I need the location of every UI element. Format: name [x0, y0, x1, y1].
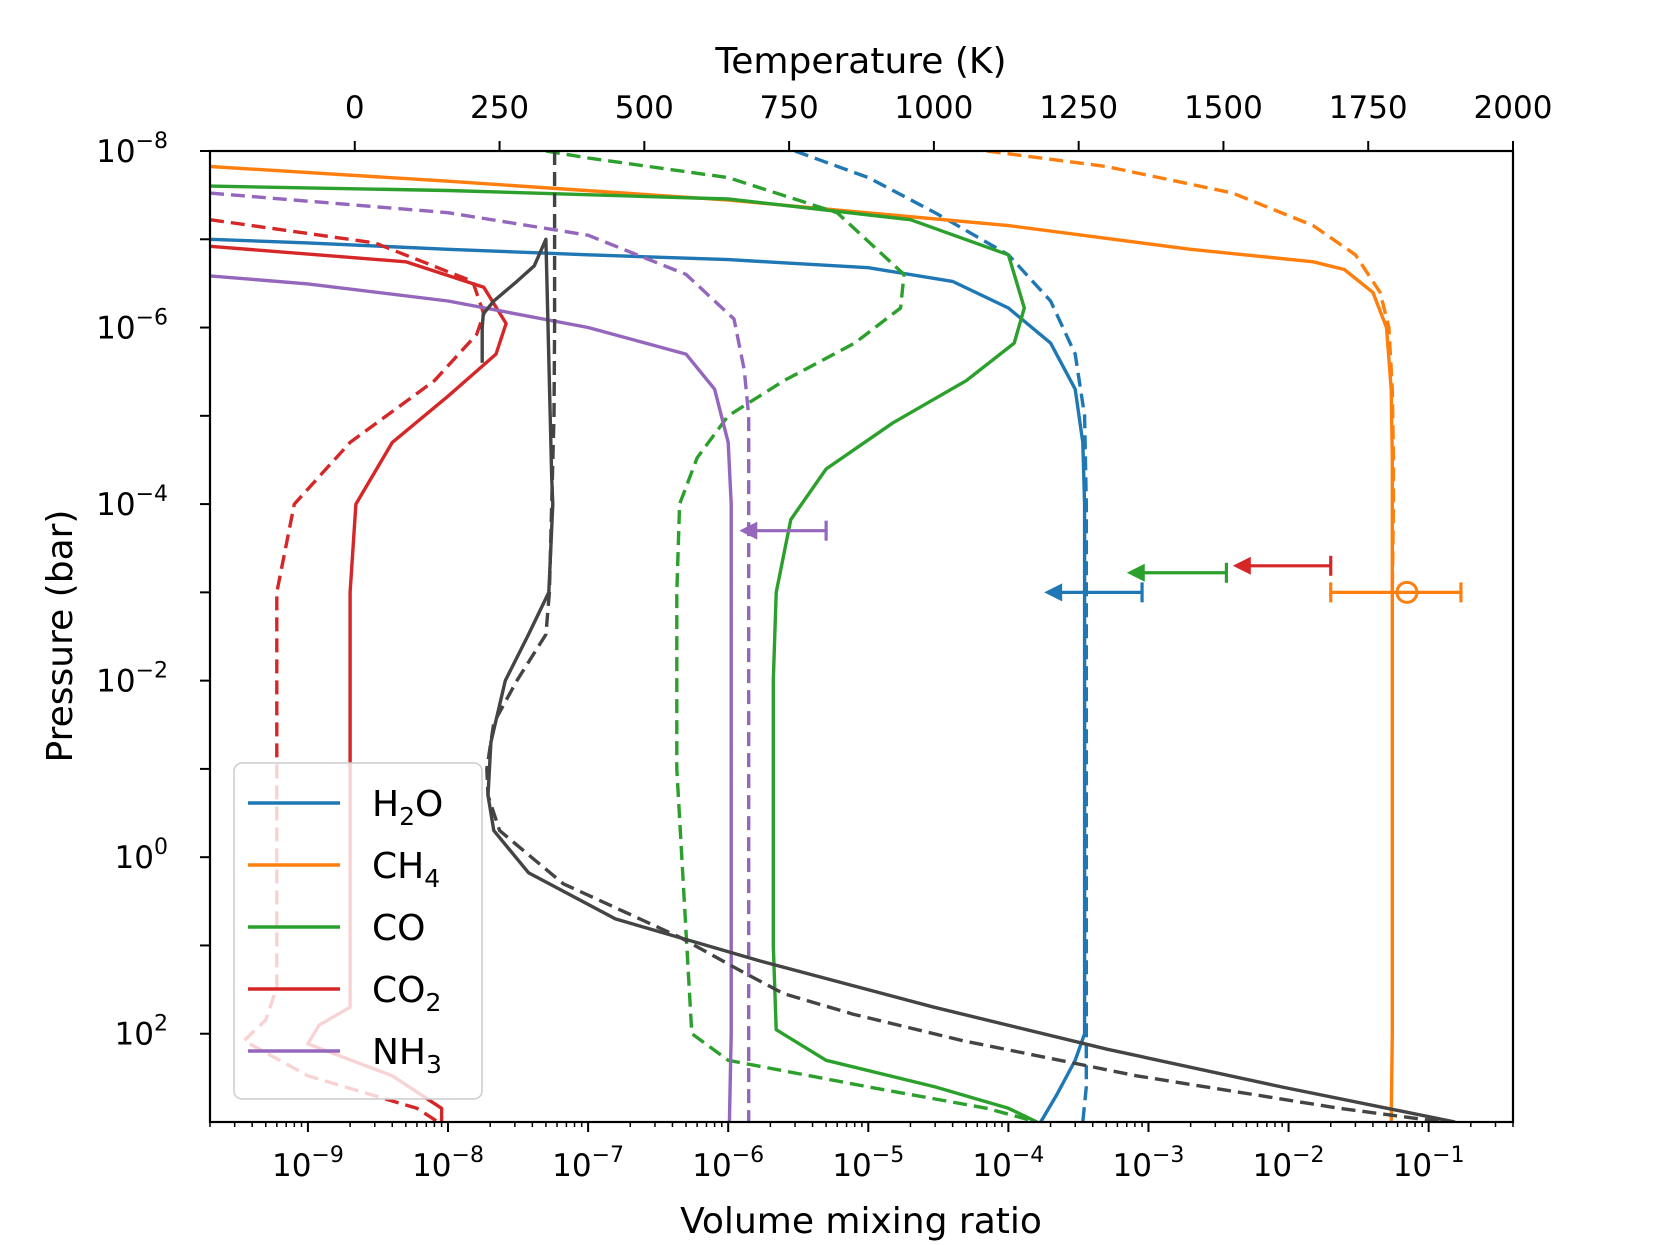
NH3-upper-limit-arrowhead [739, 521, 758, 540]
x-tick-label: 10−9 [272, 1143, 344, 1184]
y-tick-label: 10−4 [96, 482, 168, 523]
legend-label-h2o: H2O [372, 784, 443, 831]
legend-label-nh3: NH3 [372, 1032, 442, 1079]
x-tick-label: 10−4 [972, 1143, 1044, 1184]
top-tick-label: 1750 [1329, 90, 1408, 126]
legend-label-ch4: CH4 [372, 846, 440, 893]
top-tick-label: 500 [615, 90, 674, 126]
constraint-markers [739, 520, 1463, 604]
x-tick-label: 10−2 [1253, 1143, 1325, 1184]
x-tick-label: 10−7 [552, 1143, 624, 1184]
y-axis-title: Pressure (bar) [40, 510, 81, 763]
x-tick-label: 10−6 [692, 1143, 764, 1184]
series-h2o-dashed [794, 151, 1089, 1122]
top-axis-ticks: 0 250 500 750 1000 1250 1500 1750 2000 [345, 90, 1553, 151]
legend-label-co2: CO2 [372, 970, 441, 1017]
y-tick-label: 10−2 [96, 659, 168, 700]
series-co-solid [210, 184, 1038, 1122]
top-tick-label: 1250 [1039, 90, 1118, 126]
series-ch4-dashed [986, 151, 1396, 593]
top-tick-label: 1000 [894, 90, 973, 126]
x-axis-title: Volume mixing ratio [680, 1201, 1042, 1242]
x-tick-label: 10−3 [1113, 1143, 1185, 1184]
x-tick-label: 10−1 [1393, 1143, 1465, 1184]
T-profile-dashed [485, 151, 1444, 1122]
legend: H2O CH4 CO CO2 NH3 [233, 762, 483, 1100]
x-tick-label: 10−8 [412, 1143, 484, 1184]
H2O-upper-limit-arrowhead [1044, 583, 1063, 602]
CO2-upper-limit-arrowhead [1232, 556, 1251, 575]
top-tick-label: 0 [345, 90, 365, 126]
bottom-axis-ticks: 10−9 10−8 10−7 10−6 10−5 10−4 10−3 10−2 10−1 [209, 1122, 1514, 1184]
legend-label-co: CO [372, 908, 425, 949]
legend-box [233, 762, 483, 1100]
top-tick-label: 2000 [1474, 90, 1553, 126]
series-h2o-solid [210, 237, 1087, 1122]
left-axis-ticks: 10−8 10−6 10−4 10−2 100 102 [96, 129, 210, 1053]
top-axis-title: Temperature (K) [714, 41, 1006, 82]
CO-upper-limit-arrowhead [1126, 563, 1145, 582]
y-tick-label: 102 [115, 1012, 168, 1053]
series-nh3-solid [210, 274, 733, 1122]
top-tick-label: 750 [760, 90, 819, 126]
top-tick-label: 250 [470, 90, 529, 126]
CH4-detection-marker [1395, 580, 1419, 604]
y-tick-label: 100 [115, 835, 168, 876]
y-tick-label: 10−8 [96, 129, 168, 170]
T-profile-solid [480, 237, 1456, 1122]
top-tick-label: 1500 [1184, 90, 1263, 126]
y-tick-label: 10−6 [96, 306, 168, 347]
x-tick-label: 10−5 [832, 1143, 904, 1184]
series-co-dashed [545, 151, 1038, 1122]
